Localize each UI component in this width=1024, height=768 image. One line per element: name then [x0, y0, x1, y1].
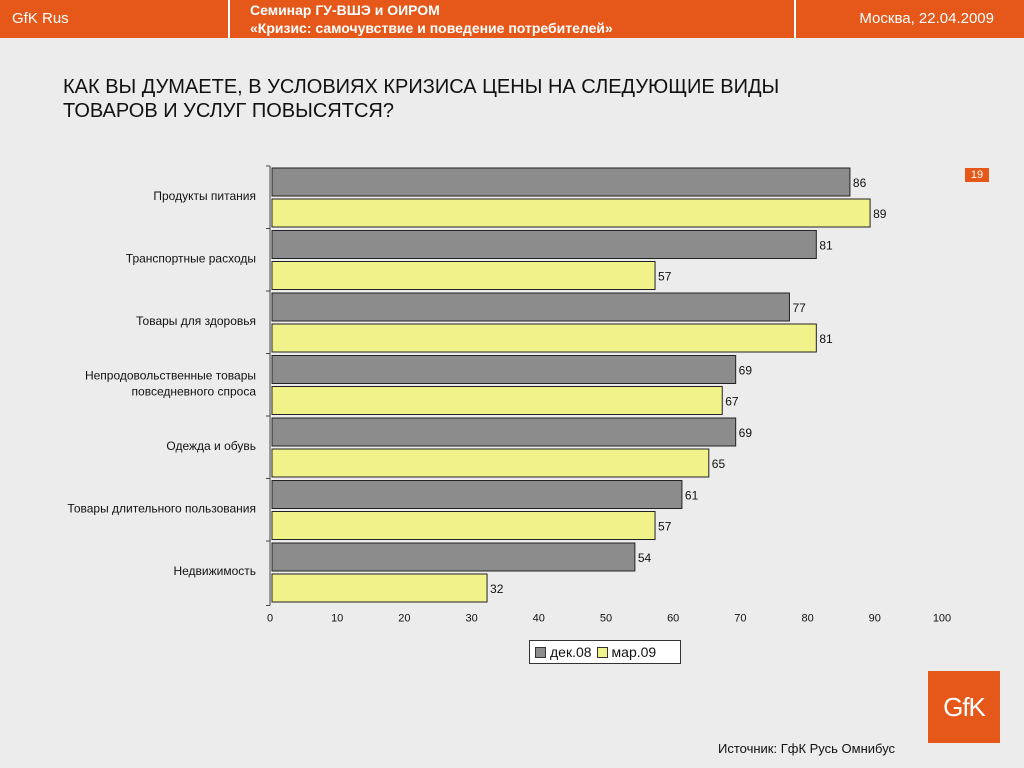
data-label: 86 [853, 176, 867, 190]
x-tick-label: 20 [398, 613, 410, 625]
category-label: Недвижимость [173, 564, 256, 578]
data-label: 77 [792, 301, 806, 315]
data-label: 67 [725, 395, 739, 409]
bar-dec [271, 355, 737, 384]
category-label: Товары для здоровья [136, 314, 256, 328]
data-label: 69 [739, 364, 753, 378]
header-date: Москва, 22.04.2009 [859, 10, 994, 27]
bar-dec [271, 417, 737, 447]
bar-mar [271, 323, 817, 353]
data-label: 54 [638, 551, 652, 565]
x-tick-label: 100 [933, 613, 951, 625]
category-label: Одежда и обувь [166, 439, 256, 453]
data-label: 32 [490, 582, 504, 596]
slide-question: КАК ВЫ ДУМАЕТЕ, В УСЛОВИЯХ КРИЗИСА ЦЕНЫ … [63, 76, 780, 122]
legend-item-dec: дек.08 [535, 644, 592, 660]
legend-label-mar: мар.09 [611, 644, 657, 660]
bar-mar [271, 386, 723, 415]
legend-label-dec: дек.08 [550, 644, 592, 660]
x-tick-label: 90 [869, 613, 881, 625]
bar-mar [271, 261, 656, 290]
bar-dec [271, 167, 851, 197]
legend-swatch-dec [535, 646, 546, 658]
seminar-title: Семинар ГУ-ВШЭ и ОИРОМ «Кризис: самочувс… [250, 1, 613, 37]
source-note: Источник: ГфК Русь Омнибус [718, 741, 896, 756]
category-label: Непродовольственные товары [85, 369, 256, 383]
data-label: 61 [685, 489, 699, 503]
x-tick-label: 80 [801, 613, 813, 625]
chart-legend: дек.08 мар.09 [529, 640, 681, 664]
bar-dec [271, 542, 636, 572]
page-number: 19 [965, 168, 989, 182]
bar-mar [271, 573, 488, 603]
bar-dec [271, 292, 790, 322]
bar-mar [271, 448, 710, 478]
seminar-title-line1: Семинар ГУ-ВШЭ и ОИРОМ [250, 2, 440, 18]
category-label: Продукты питания [153, 189, 256, 203]
header-divider [794, 0, 796, 38]
bar-mar [271, 198, 871, 228]
data-label: 57 [658, 520, 672, 534]
x-tick-label: 0 [267, 613, 273, 625]
bar-dec [271, 480, 683, 509]
legend-item-mar: мар.09 [596, 644, 657, 660]
header-divider [228, 0, 230, 38]
x-tick-label: 60 [667, 613, 679, 625]
brand-label: GfK Rus [12, 10, 69, 27]
data-label: 57 [658, 270, 672, 284]
legend-swatch-mar [596, 646, 608, 658]
category-label: Транспортные расходы [126, 252, 256, 266]
bar-chart: Продукты питания 86 89 Транспортные расходы… [67, 165, 951, 625]
data-label: 89 [873, 207, 887, 221]
bar-mar [271, 511, 656, 540]
x-tick-label: 30 [465, 613, 477, 625]
gfk-logo: GfK [928, 671, 1000, 743]
data-label: 65 [712, 457, 726, 471]
data-label: 81 [819, 239, 833, 253]
x-tick-label: 40 [533, 613, 545, 625]
category-label: Товары длительного пользования [67, 502, 256, 516]
data-label: 81 [819, 332, 833, 346]
header-bar: GfK Rus Семинар ГУ-ВШЭ и ОИРОМ «Кризис: … [0, 0, 1024, 38]
category-label: повседневного спроса [132, 385, 257, 399]
seminar-title-line2: «Кризис: самочувствие и поведение потреб… [250, 20, 613, 36]
data-label: 69 [739, 426, 753, 440]
bar-dec [271, 230, 817, 259]
x-tick-label: 50 [600, 613, 612, 625]
x-tick-label: 70 [734, 613, 746, 625]
x-tick-label: 10 [331, 613, 343, 625]
